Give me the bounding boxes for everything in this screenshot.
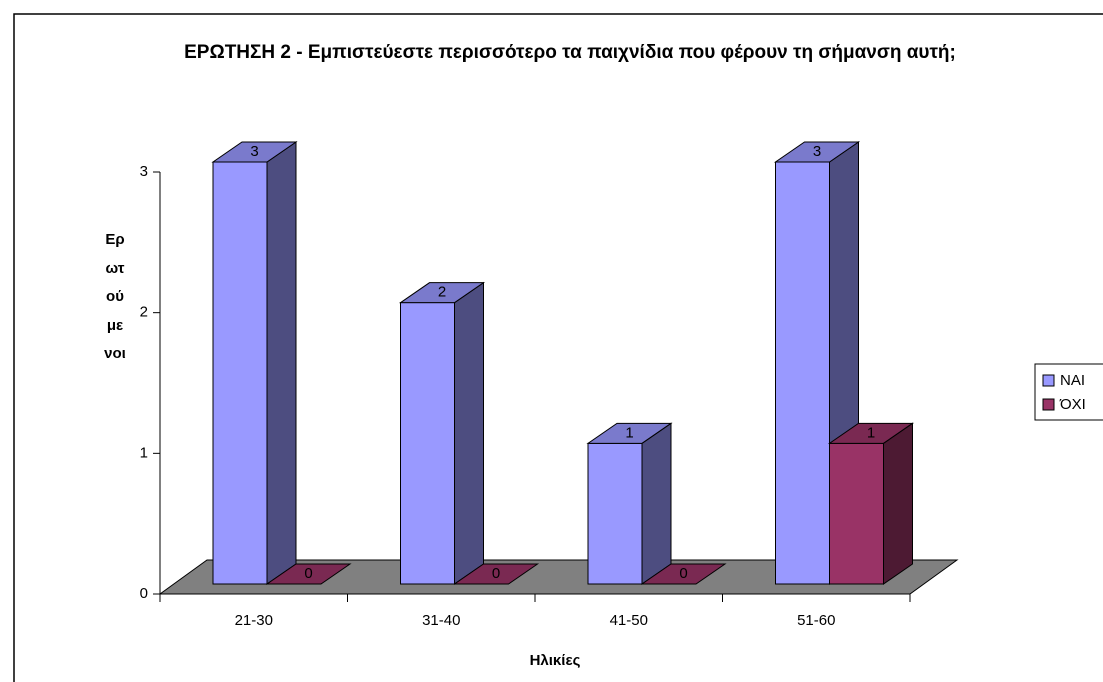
legend-label: ΝΑΙ [1060,372,1085,389]
bar-side [883,422,913,585]
data-label: 0 [679,565,687,582]
bar-top [640,563,727,585]
data-label: 1 [625,424,633,441]
bar [265,563,352,585]
bar-front [775,161,830,585]
bar [211,141,298,585]
bar-top [827,422,915,444]
x-tick-label: 41-50 [610,612,648,629]
data-label: 1 [867,424,875,441]
bar-top [586,422,673,444]
bar [452,563,540,585]
bar-top [265,563,352,585]
bar [586,422,673,585]
bar-top [452,563,540,585]
y-axis-label: Ερωτούμενοι [104,231,126,362]
x-tick-label: 31-40 [422,612,460,629]
bar-front [400,302,455,585]
chart-title: ΕΡΩΤΗΣΗ 2 - Εμπιστεύεστε περισσότερο τα … [184,42,956,63]
x-axis-label: Ηλικίες [529,652,581,669]
data-label: 0 [304,565,312,582]
data-label: 3 [250,143,258,160]
y-tick-label: 1 [140,444,148,461]
bar-top [211,141,298,163]
bar-side [454,281,484,585]
y-tick-label: 0 [140,585,148,602]
y-tick-label: 2 [140,304,148,321]
x-tick-label: 51-60 [797,612,835,629]
x-tick-label: 21-30 [235,612,273,629]
bar [827,422,915,585]
bar-front [587,442,643,585]
legend-swatch [1042,374,1055,387]
bar-top [773,141,861,163]
legend-label: ΌΧΙ [1059,396,1086,413]
bar [398,281,486,585]
bar-top [398,282,486,304]
bar-side [266,141,297,585]
legend-box [1034,363,1103,421]
legend-swatch [1042,398,1055,411]
bar-front [829,442,884,585]
data-label: 3 [813,143,821,160]
data-label: 0 [492,565,500,582]
bar-front [212,161,268,585]
bar-side [641,422,672,585]
y-tick-label: 3 [140,163,148,180]
data-label: 2 [438,284,446,301]
bar [640,563,727,585]
